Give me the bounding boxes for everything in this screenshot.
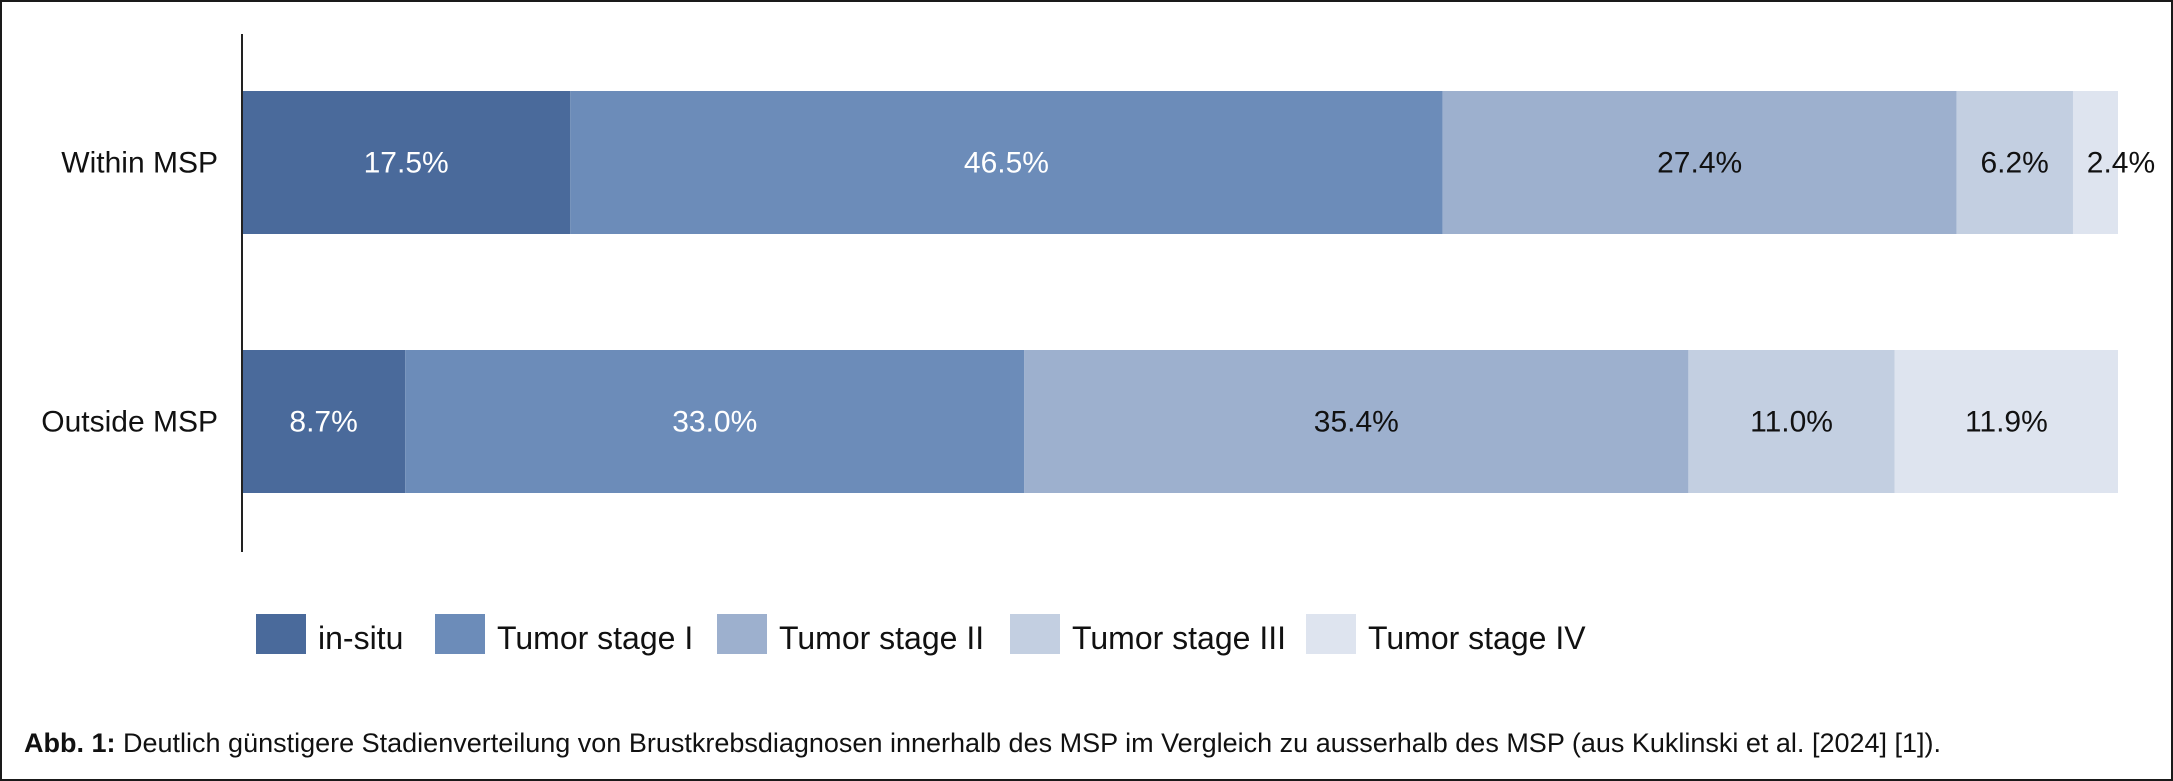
legend-swatch-4 — [1306, 614, 1356, 654]
legend-label-4: Tumor stage IV — [1368, 620, 1586, 656]
bar-0-1 — [570, 91, 1443, 234]
data-label-0-4: 2.4% — [2087, 147, 2155, 180]
caption-label: Abb. 1: — [24, 728, 116, 758]
data-label-0-0: 17.5% — [364, 147, 449, 180]
legend-label-1: Tumor stage I — [497, 620, 693, 656]
bar-0-2 — [1442, 91, 1957, 234]
data-label-1-1: 33.0% — [672, 406, 757, 439]
data-label-0-3: 6.2% — [1980, 147, 2048, 180]
caption-text: Deutlich günstigere Stadienverteilung vo… — [115, 728, 1942, 758]
legend-swatch-0 — [256, 614, 306, 654]
legend-label-2: Tumor stage II — [779, 620, 984, 656]
bar-1-2 — [1024, 350, 1689, 493]
data-label-1-0: 8.7% — [289, 406, 357, 439]
data-label-0-2: 27.4% — [1657, 147, 1742, 180]
figure-caption: Abb. 1: Deutlich günstigere Stadienverte… — [24, 728, 1941, 759]
data-label-1-3: 11.0% — [1750, 406, 1833, 439]
data-label-0-1: 46.5% — [964, 147, 1049, 180]
legend-swatch-2 — [717, 614, 767, 654]
legend-label-0: in-situ — [318, 620, 403, 656]
data-label-1-2: 35.4% — [1314, 406, 1399, 439]
stacked-bar-chart: 17.5% 46.5% 27.4% 6.2% 2.4% Within MSP 8.7% 33.… — [41, 34, 2155, 656]
category-label-0: Within MSP — [61, 147, 218, 180]
legend-swatch-1 — [435, 614, 485, 654]
legend-label-3: Tumor stage III — [1072, 620, 1286, 656]
legend-swatch-3 — [1010, 614, 1060, 654]
category-label-1: Outside MSP — [41, 406, 218, 439]
bar-0-4 — [2072, 91, 2118, 234]
bar-1-3 — [1688, 350, 1895, 493]
bar-1-1 — [405, 350, 1025, 493]
bar-0-0 — [242, 91, 571, 234]
data-label-1-4: 11.9% — [1965, 406, 2048, 439]
bar-1-0 — [242, 350, 406, 493]
bar-0-3 — [1956, 91, 2073, 234]
bar-1-4 — [1894, 350, 2118, 493]
